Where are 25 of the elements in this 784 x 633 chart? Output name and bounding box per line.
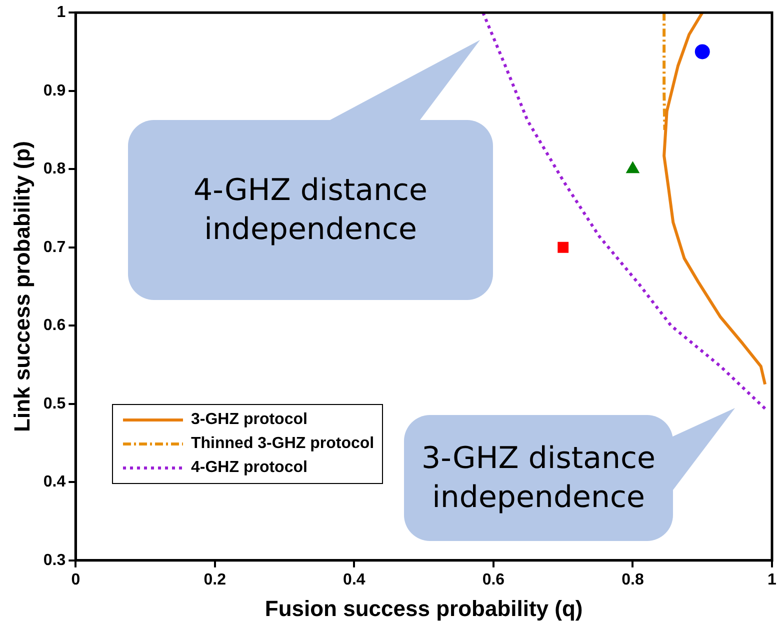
y-tick-label: 0.7: [43, 238, 66, 256]
x-tick-label: 1: [768, 571, 777, 588]
y-tick-label: 0.6: [43, 317, 66, 334]
line-series: [482, 12, 767, 410]
annotation: 4-GHZ distance independence: [128, 120, 493, 300]
point: [626, 162, 640, 174]
x-tick-label: 0.4: [343, 571, 366, 588]
y-tick-label: 0.4: [43, 474, 66, 491]
x-tick-label: 0: [71, 571, 80, 588]
x-tick-label: 0.6: [482, 571, 505, 588]
x-tick-label: 0.2: [204, 571, 226, 588]
y-tick-label: 0.5: [43, 395, 66, 412]
legend-label: Thinned 3-GHZ protocol: [191, 435, 374, 453]
point: [558, 242, 569, 253]
annotation: 3-GHZ distance independence: [404, 415, 673, 541]
legend-label: 3-GHZ protocol: [191, 411, 308, 429]
y-tick-label: 0.9: [43, 82, 66, 100]
y-tick-label: 1: [56, 4, 66, 22]
x-tick-label: 0.8: [622, 571, 644, 588]
point: [694, 44, 710, 60]
y-axis-title: Link success probability (p): [9, 141, 34, 432]
y-tick-label: 0.3: [43, 552, 66, 569]
y-tick-label: 0.8: [43, 160, 66, 178]
legend-label: 4-GHZ protocol: [191, 459, 308, 477]
x-axis-title: Fusion success probability (q): [264, 596, 583, 621]
